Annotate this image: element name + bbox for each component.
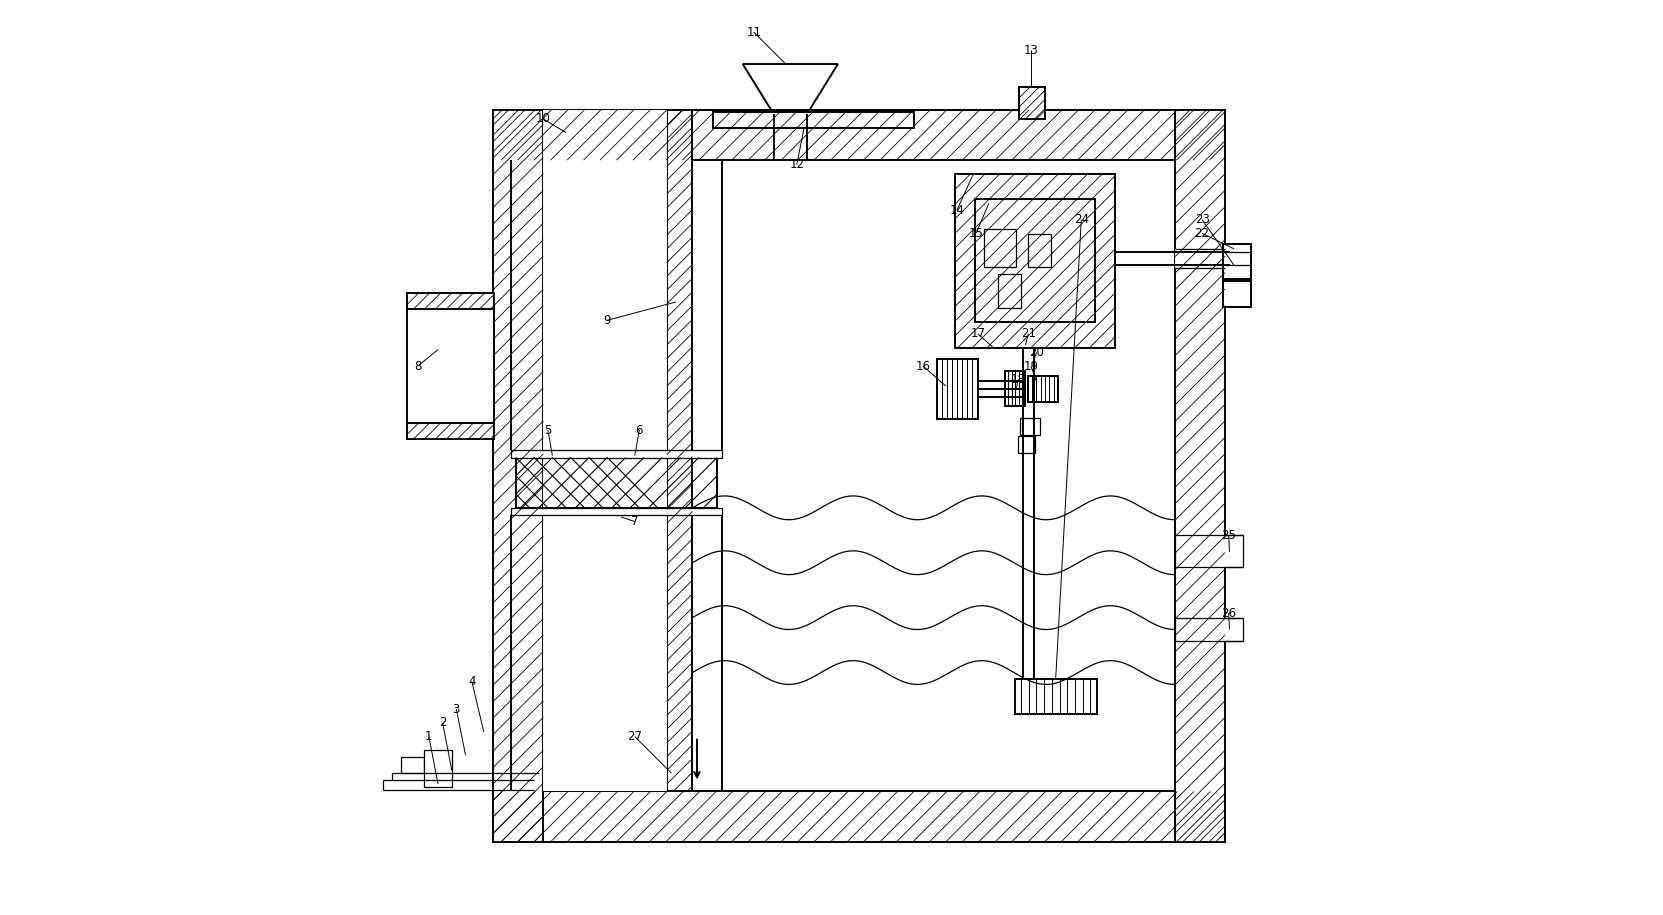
Bar [1174, 535, 1244, 567]
Text: 26: 26 [1221, 607, 1236, 619]
Text: 21: 21 [1021, 328, 1036, 340]
Text: 16: 16 [916, 360, 931, 372]
Text: 3: 3 [452, 703, 461, 716]
Text: 11: 11 [747, 26, 762, 38]
Text: 2: 2 [439, 716, 446, 729]
Bar [424, 750, 452, 787]
Bar [511, 508, 722, 515]
Text: 17: 17 [971, 328, 986, 340]
Text: 14: 14 [950, 204, 965, 217]
Bar [1019, 87, 1044, 119]
Text: 1: 1 [426, 730, 432, 743]
Bar [407, 423, 494, 439]
Bar [1222, 281, 1251, 307]
Bar [955, 174, 1116, 348]
Bar [492, 791, 1226, 842]
Bar [1028, 376, 1058, 402]
Text: 20: 20 [1029, 346, 1044, 359]
Text: 12: 12 [790, 158, 805, 171]
Text: 13: 13 [1023, 44, 1038, 57]
Bar [492, 110, 544, 842]
Bar [1019, 418, 1039, 435]
Text: 10: 10 [535, 113, 550, 125]
Bar [667, 110, 692, 791]
Bar [1174, 618, 1244, 640]
Bar [492, 110, 1226, 160]
Bar [407, 309, 494, 423]
Bar [1014, 679, 1098, 714]
Bar [544, 110, 667, 791]
Text: 27: 27 [627, 730, 642, 743]
Text: 4: 4 [469, 675, 476, 688]
Bar [712, 112, 915, 128]
Text: 7: 7 [630, 515, 639, 528]
Bar [1222, 244, 1251, 279]
Bar [1028, 234, 1051, 267]
Bar [407, 293, 494, 309]
Text: 9: 9 [604, 314, 610, 327]
Bar [401, 757, 424, 773]
Text: 8: 8 [414, 360, 422, 372]
Bar [975, 199, 1094, 322]
Text: 23: 23 [1194, 213, 1209, 226]
Text: 22: 22 [1194, 227, 1209, 240]
Text: 18: 18 [1011, 373, 1026, 386]
Bar [1174, 249, 1226, 268]
Text: 25: 25 [1221, 529, 1236, 542]
Bar [1006, 371, 1026, 406]
Bar [984, 229, 1016, 267]
Bar [936, 360, 978, 419]
Bar [1174, 110, 1226, 842]
Text: 15: 15 [968, 227, 983, 240]
Bar [1018, 436, 1034, 453]
Bar [516, 458, 717, 508]
Bar [998, 274, 1021, 308]
Text: 19: 19 [1023, 360, 1038, 372]
Text: 24: 24 [1074, 213, 1089, 226]
Text: 5: 5 [544, 424, 552, 436]
Bar [511, 450, 722, 458]
Text: 6: 6 [635, 424, 644, 436]
